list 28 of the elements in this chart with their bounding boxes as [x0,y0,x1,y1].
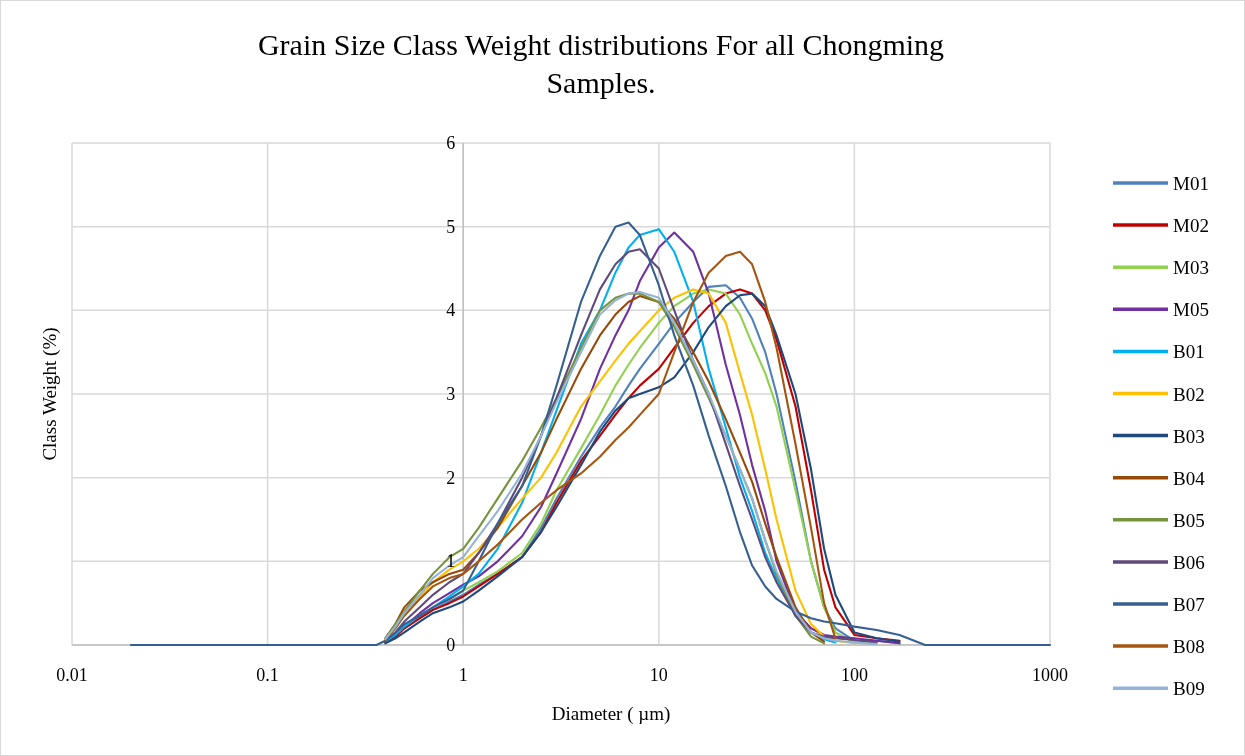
legend-label: B02 [1173,383,1205,405]
x-tick-label: 0.01 [56,665,88,685]
x-tick-label: 0.1 [256,665,279,685]
y-tick-label: 1 [446,551,456,572]
x-axis-title: Diameter ( µm) [551,703,671,725]
legend-label: B04 [1173,467,1206,489]
x-tick-label: 1000 [1032,665,1068,685]
y-tick-label: 3 [446,384,456,404]
chart-title: Grain Size Class Weight distributions For all Chongming Samples. [257,28,945,99]
y-tick-label: 6 [446,133,456,153]
y-tick-label: 0 [446,635,456,655]
legend-label: B06 [1173,551,1205,573]
y-tick-label: 4 [446,300,456,321]
x-tick-label: 100 [840,665,868,685]
y-tick-label: 2 [446,467,456,488]
legend-label: B09 [1173,678,1205,700]
legend-label: M01 [1173,173,1209,194]
y-axis-title: Class Weight (%) [39,327,61,461]
y-tick-label: 5 [446,216,456,237]
legend-label: B03 [1173,425,1205,447]
legend-label: B05 [1173,509,1205,531]
legend-label: B07 [1173,594,1205,615]
legend-label: M02 [1173,215,1209,237]
legend-label: M05 [1173,299,1209,321]
legend-label: M03 [1173,257,1209,279]
x-tick-label: 10 [649,665,668,685]
legend-label: B01 [1173,341,1205,363]
legend-label: B08 [1173,636,1205,658]
